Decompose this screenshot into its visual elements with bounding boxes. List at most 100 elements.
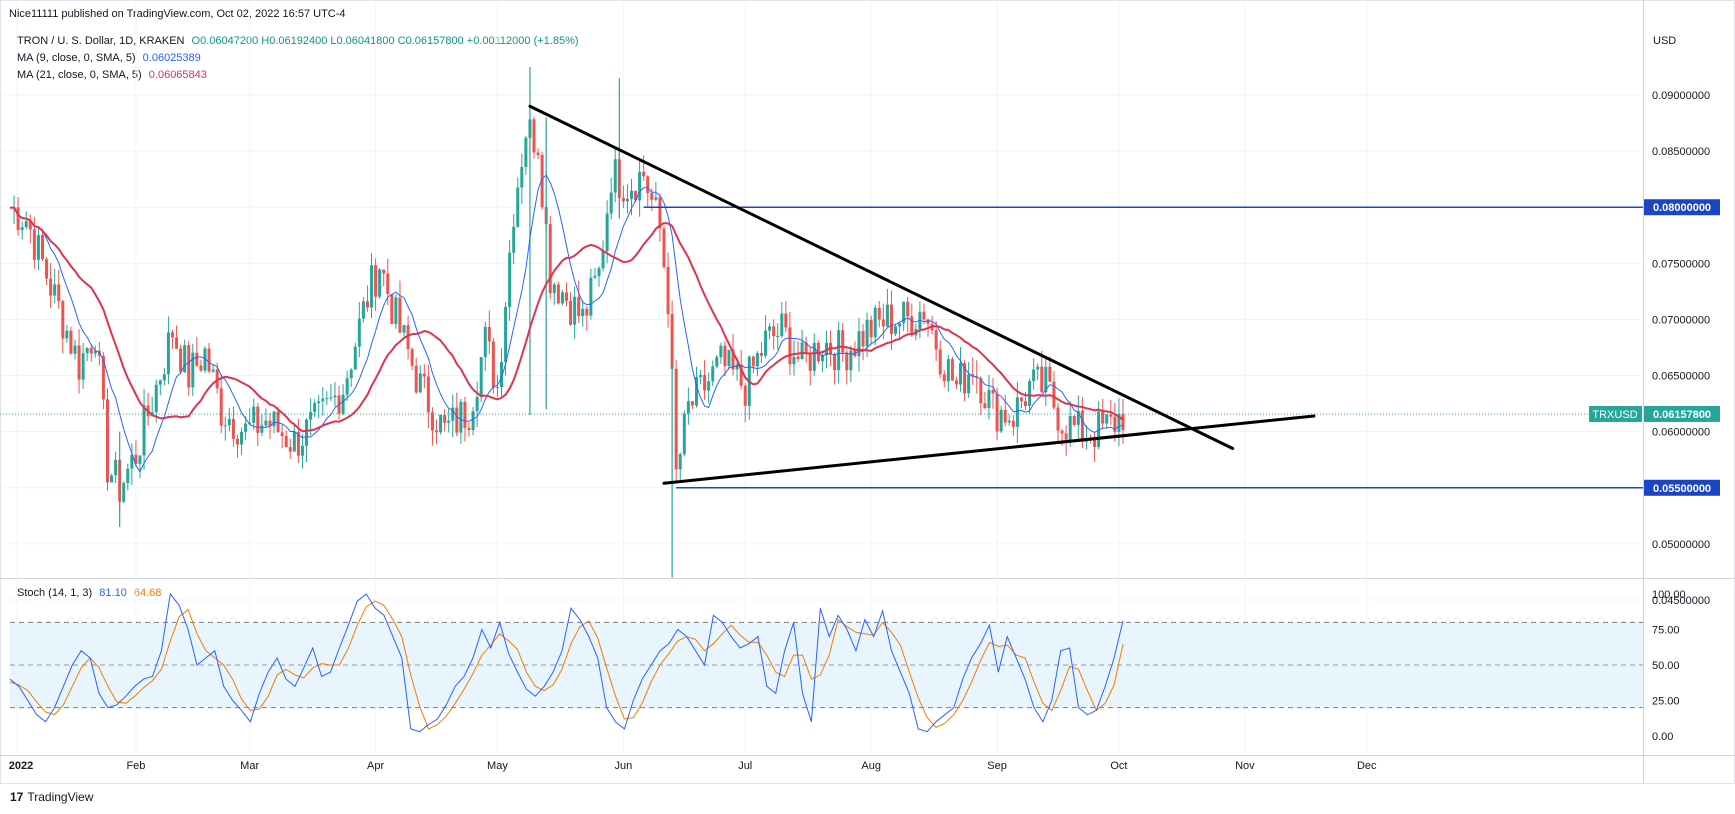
candle-body: [199, 365, 203, 371]
candle-body: [959, 363, 963, 385]
stoch-tick-label: 100.00: [1652, 589, 1686, 601]
stoch-tick-label: 50.00: [1652, 660, 1680, 672]
y-tick-label: 0.09000000: [1652, 90, 1710, 102]
ma21-legend: MA (21, close, 0, SMA, 5) 0.06065843: [17, 69, 211, 81]
y-tick-label: 0.04500000: [1652, 595, 1710, 607]
candle-body: [942, 374, 946, 382]
candle-body: [317, 401, 321, 404]
candle-body: [1011, 420, 1015, 427]
candle-body: [796, 356, 800, 360]
candle-body: [390, 294, 394, 324]
candle-body: [101, 355, 105, 400]
candle-body: [662, 228, 666, 267]
candle-body: [227, 418, 231, 426]
candle-body: [1109, 414, 1113, 417]
candle-body: [995, 393, 999, 432]
candle-body: [36, 235, 40, 260]
candle-body: [288, 447, 292, 452]
candle-body: [560, 292, 564, 304]
candle-body: [1117, 413, 1121, 432]
candle-body: [585, 308, 589, 316]
candle-body: [45, 259, 49, 279]
candle-body: [410, 349, 414, 366]
candle-body: [313, 403, 317, 412]
ma9-label: MA (9, close, 0, SMA, 5): [17, 52, 136, 64]
candle-body: [500, 361, 504, 388]
candle-body: [946, 359, 950, 382]
candle-body: [280, 432, 284, 436]
candle-body: [999, 409, 1003, 432]
candle-body: [776, 335, 780, 337]
candle-body: [731, 349, 735, 370]
candle-body: [32, 229, 36, 260]
candle-body: [926, 319, 930, 324]
stoch-tick-label: 0.00: [1652, 731, 1673, 743]
candle-body: [20, 227, 24, 231]
candle-body: [751, 356, 755, 367]
candle-body: [268, 420, 272, 427]
publisher-line: Nice11111 published on TradingView.com, …: [9, 8, 346, 20]
candle-body: [487, 327, 491, 342]
candle-body: [593, 276, 597, 278]
candle-body: [902, 301, 906, 324]
candle-body: [53, 284, 57, 296]
candle-body: [504, 306, 508, 362]
candle-body: [735, 364, 739, 370]
candle-body: [85, 348, 89, 354]
candle-body: [475, 397, 479, 412]
candle-body: [402, 325, 406, 333]
candle-body: [65, 330, 69, 339]
candle-body: [296, 431, 300, 456]
candle-body: [865, 319, 869, 347]
candle-body: [1003, 409, 1007, 423]
candle-body: [430, 412, 434, 431]
x-tick-label: Feb: [126, 760, 145, 772]
candle-body: [601, 251, 605, 269]
candle-body: [1015, 397, 1019, 427]
stoch-label: Stoch (14, 1, 3): [17, 587, 93, 599]
candle-body: [1121, 413, 1125, 431]
candle-body: [361, 301, 365, 319]
x-tick-label: Oct: [1110, 760, 1127, 772]
candle-body: [394, 297, 398, 324]
candle-body: [179, 348, 183, 372]
candle-body: [715, 357, 719, 367]
x-tick-label: Nov: [1235, 760, 1255, 772]
candle-body: [520, 166, 524, 188]
candle-body: [1076, 410, 1080, 425]
candle-body: [203, 348, 207, 371]
candle-body: [707, 381, 711, 391]
candle-body: [309, 411, 313, 420]
symbol-tag-label: TRXUSD: [1592, 409, 1637, 421]
candle-body: [759, 353, 763, 356]
symbol-tag: [1589, 405, 1642, 422]
candle-body: [613, 159, 617, 193]
candle-body: [1007, 420, 1011, 423]
candle-body: [300, 445, 304, 456]
candle-body: [61, 301, 65, 339]
candle-body: [808, 352, 812, 371]
candle-body: [719, 345, 723, 358]
candle-body: [166, 332, 170, 375]
candle-body: [158, 380, 162, 385]
candle-body: [191, 352, 195, 388]
candle-body: [1097, 411, 1101, 447]
candle-body: [694, 377, 698, 406]
candle-body: [93, 350, 97, 354]
candle-body: [365, 301, 369, 308]
candle-body: [24, 220, 28, 228]
candle-body: [256, 406, 260, 433]
candle-body: [142, 405, 146, 456]
candle-body: [881, 319, 885, 327]
candle-body: [40, 235, 44, 260]
candle-body: [426, 376, 430, 413]
candle-body: [386, 273, 390, 295]
candle-body: [508, 252, 512, 307]
y-tick-label: 0.06500000: [1652, 371, 1710, 383]
candle-body: [861, 331, 865, 347]
candle-body: [370, 265, 374, 308]
candle-body: [987, 389, 991, 408]
candle-body: [126, 468, 130, 483]
candle-body: [435, 430, 439, 433]
